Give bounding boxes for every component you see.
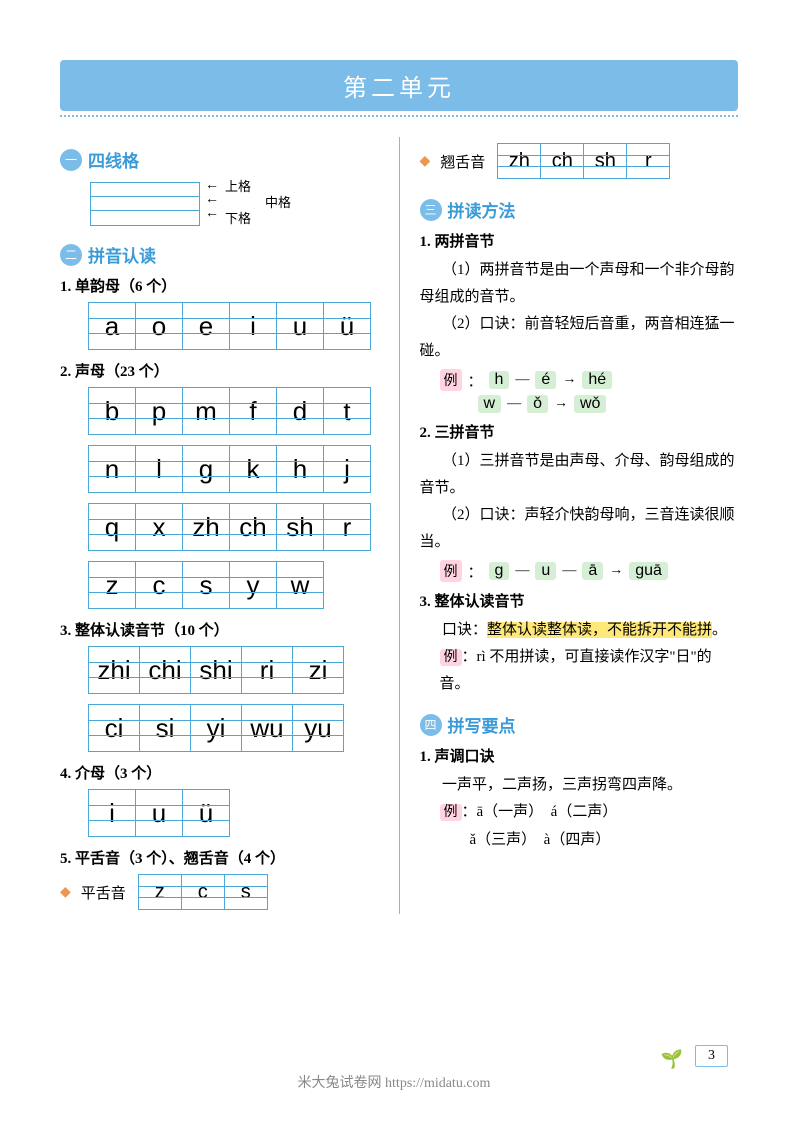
diamond-icon: ◆ (420, 153, 431, 170)
sub-liangpin: 1. 两拼音节 (420, 230, 739, 251)
left-column: 一 四线格 ← 上格 ← 中格 ← 下格 二 拼音认读 1. 单韵母（6 个） … (60, 137, 379, 914)
grid-sheng1: bpmfdt (88, 387, 379, 435)
tone-line2: ǎ（三声） à（四声） (470, 826, 739, 855)
example-label: 例 (440, 560, 462, 582)
section-num-4: 四 (420, 714, 442, 736)
tone-line1: ：ā（一声） á（二声） (462, 804, 618, 820)
grid-zheng1: zhichishirizi (88, 646, 379, 694)
sub-jiemu: 4. 介母（3 个） (60, 762, 379, 783)
right-column: ◆ 翘舌音 zhchshr 三 拼读方法 1. 两拼音节 （1）两拼音节是由一个… (420, 137, 739, 914)
text-liang2: （2）口诀：前音轻短后音重，两音相连猛一碰。 (420, 311, 739, 365)
section-title-1: 四线格 (88, 147, 139, 172)
section-title-4: 拼写要点 (448, 712, 516, 737)
example-label: 例 (440, 369, 462, 391)
diamond-icon: ◆ (60, 884, 71, 901)
divider-dots (60, 115, 738, 117)
sub-shengdiao: 1. 声调口诀 (420, 745, 739, 766)
sub-zhengti: 3. 整体认读音节（10 个） (60, 619, 379, 640)
sub-shengmu: 2. 声母（23 个） (60, 360, 379, 381)
four-line-diagram: ← 上格 ← 中格 ← 下格 (90, 182, 379, 226)
grid-sheng2: nlgkhj (88, 445, 379, 493)
grid-pingshe: zcs (138, 874, 268, 910)
text-shengdiao: 一声平，二声扬，三声拐弯四声降。 (420, 772, 739, 799)
unit-banner: 第二单元 (60, 60, 738, 111)
pingshe-label: 平舌音 (81, 882, 126, 903)
example-label: 例 (440, 804, 462, 821)
leaf-icon: 🌱 (661, 1049, 683, 1070)
text-san2: （2）口诀：声轻介快韵母响，三音连读很顺当。 (420, 502, 739, 556)
text-zhengti: 口诀：整体认读整体读，不能拆开不能拼。 (420, 617, 739, 644)
text-san1: （1）三拼音节是由声母、介母、韵母组成的音节。 (420, 448, 739, 502)
grid-sheng4: zcsyw (88, 561, 379, 609)
section-num-1: 一 (60, 149, 82, 171)
grid-jie: iuü (88, 789, 379, 837)
sub-sanpin: 2. 三拼音节 (420, 421, 739, 442)
grid-sheng3: qxzhchshr (88, 503, 379, 551)
text-liang1: （1）两拼音节是由一个声母和一个非介母韵母组成的音节。 (420, 257, 739, 311)
sub-zhengti-read: 3. 整体认读音节 (420, 590, 739, 611)
text-zheng-ex: ：rì 不用拼读，可直接读作汉字"日"的音。 (440, 649, 712, 692)
column-divider (399, 137, 400, 914)
section-num-3: 三 (420, 199, 442, 221)
example-label: 例 (440, 649, 462, 666)
section-title-2: 拼音认读 (88, 242, 156, 267)
sub-danyunmu: 1. 单韵母（6 个） (60, 275, 379, 296)
qiaoshe-label: 翘舌音 (440, 151, 485, 172)
section-title-3: 拼读方法 (448, 197, 516, 222)
footer-text: 米大兔试卷网 https://midatu.com (0, 1072, 788, 1092)
section-num-2: 二 (60, 244, 82, 266)
sub-pingqiao: 5. 平舌音（3 个）、翘舌音（4 个） (60, 847, 379, 868)
grid-dan: aoeiuü (88, 302, 379, 350)
page-number: 3 (695, 1045, 728, 1067)
grid-zheng2: cisiyiwuyu (88, 704, 379, 752)
grid-qiaoshe: zhchshr (497, 143, 670, 179)
